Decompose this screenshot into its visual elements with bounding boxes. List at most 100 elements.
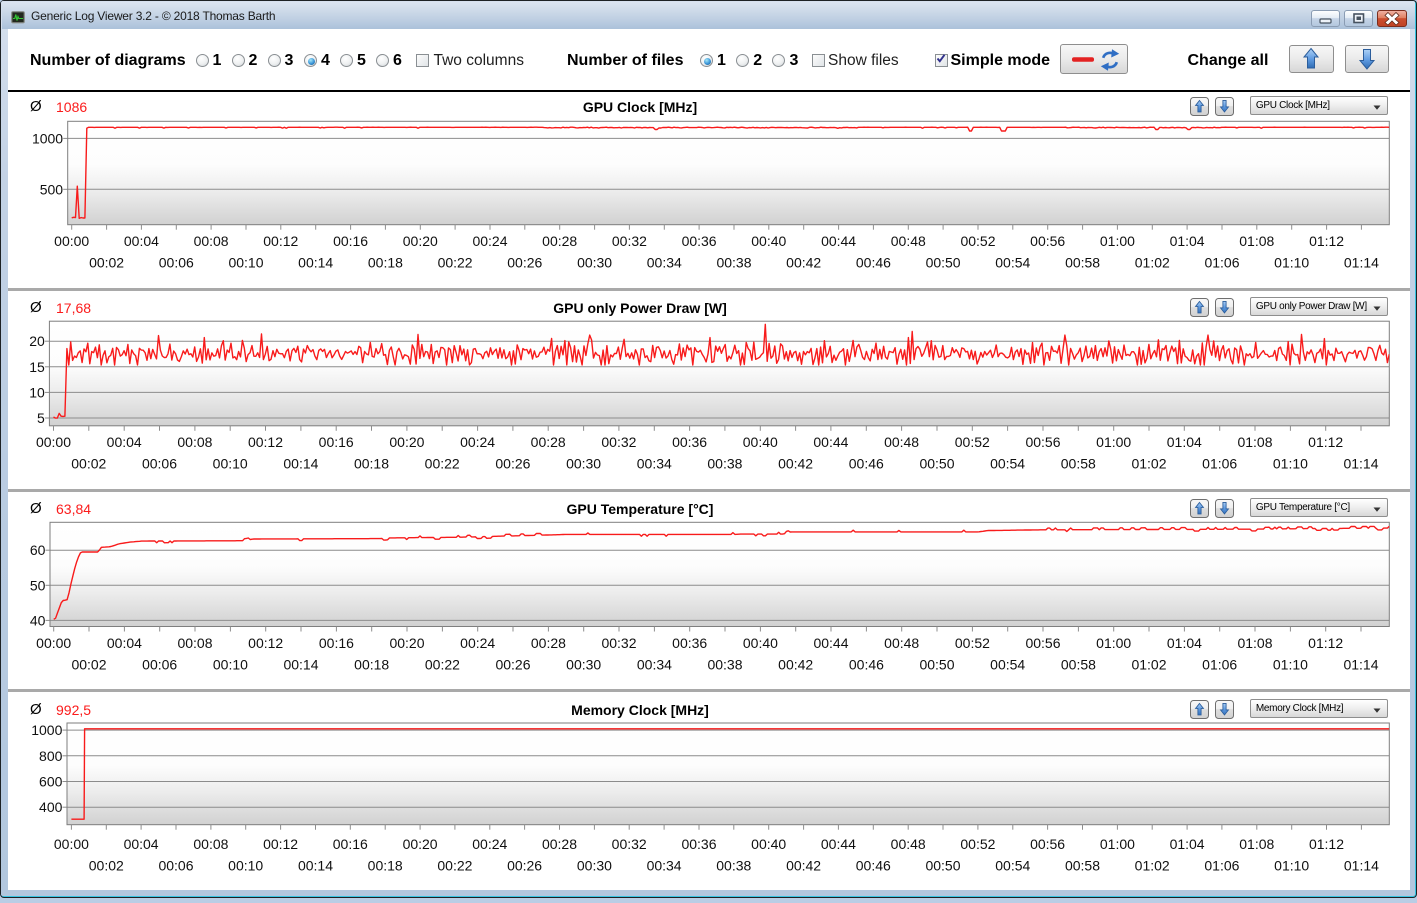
svg-text:60: 60 [30, 542, 46, 558]
svg-text:00:22: 00:22 [438, 255, 473, 271]
svg-text:01:04: 01:04 [1167, 635, 1202, 651]
svg-text:00:34: 00:34 [647, 255, 682, 271]
svg-text:01:02: 01:02 [1135, 858, 1170, 874]
svg-text:01:04: 01:04 [1170, 836, 1205, 852]
svg-text:00:06: 00:06 [142, 455, 177, 471]
svg-text:00:26: 00:26 [507, 255, 542, 271]
svg-text:00:54: 00:54 [995, 255, 1030, 271]
svg-text:01:06: 01:06 [1202, 455, 1237, 471]
svg-text:00:08: 00:08 [193, 836, 228, 852]
svg-text:01:08: 01:08 [1239, 233, 1274, 249]
svg-text:00:26: 00:26 [507, 858, 542, 874]
svg-text:00:30: 00:30 [566, 657, 601, 673]
svg-text:00:12: 00:12 [248, 434, 283, 450]
svg-text:00:00: 00:00 [54, 233, 89, 249]
svg-text:01:12: 01:12 [1309, 836, 1344, 852]
svg-text:00:16: 00:16 [319, 434, 354, 450]
svg-text:00:40: 00:40 [743, 434, 778, 450]
svg-text:00:44: 00:44 [813, 635, 848, 651]
svg-text:01:00: 01:00 [1100, 836, 1135, 852]
svg-text:01:00: 01:00 [1096, 635, 1131, 651]
svg-text:00:58: 00:58 [1061, 657, 1096, 673]
svg-text:00:32: 00:32 [601, 635, 636, 651]
svg-text:00:24: 00:24 [472, 836, 507, 852]
svg-text:00:12: 00:12 [263, 233, 298, 249]
svg-text:00:14: 00:14 [298, 255, 333, 271]
svg-text:00:26: 00:26 [495, 455, 530, 471]
svg-text:00:08: 00:08 [177, 434, 212, 450]
svg-text:00:46: 00:46 [856, 255, 891, 271]
svg-text:00:16: 00:16 [333, 233, 368, 249]
svg-text:00:44: 00:44 [813, 434, 848, 450]
svg-text:00:10: 00:10 [213, 657, 248, 673]
svg-text:00:30: 00:30 [577, 255, 612, 271]
svg-text:00:40: 00:40 [743, 635, 778, 651]
svg-text:00:48: 00:48 [884, 635, 919, 651]
svg-text:00:56: 00:56 [1025, 434, 1060, 450]
svg-text:00:36: 00:36 [682, 233, 717, 249]
svg-text:00:32: 00:32 [612, 836, 647, 852]
svg-text:01:08: 01:08 [1237, 635, 1272, 651]
svg-text:40: 40 [30, 612, 46, 628]
svg-text:00:34: 00:34 [637, 455, 672, 471]
svg-text:00:04: 00:04 [124, 233, 159, 249]
svg-text:00:00: 00:00 [36, 635, 71, 651]
svg-text:00:38: 00:38 [716, 858, 751, 874]
svg-text:00:52: 00:52 [960, 233, 995, 249]
svg-text:00:48: 00:48 [884, 434, 919, 450]
svg-text:00:38: 00:38 [716, 255, 751, 271]
svg-text:400: 400 [39, 799, 63, 815]
svg-text:00:44: 00:44 [821, 233, 856, 249]
svg-text:00:14: 00:14 [283, 455, 318, 471]
svg-text:01:02: 01:02 [1131, 657, 1166, 673]
svg-text:00:30: 00:30 [566, 455, 601, 471]
svg-text:00:52: 00:52 [955, 434, 990, 450]
svg-text:00:46: 00:46 [856, 858, 891, 874]
svg-text:00:24: 00:24 [472, 233, 507, 249]
svg-text:01:08: 01:08 [1239, 836, 1274, 852]
svg-text:00:18: 00:18 [368, 255, 403, 271]
svg-text:1000: 1000 [31, 722, 62, 738]
svg-text:01:04: 01:04 [1170, 233, 1205, 249]
svg-text:01:00: 01:00 [1096, 434, 1131, 450]
svg-text:00:26: 00:26 [495, 657, 530, 673]
svg-text:01:10: 01:10 [1273, 657, 1308, 673]
svg-text:00:46: 00:46 [849, 455, 884, 471]
svg-text:00:22: 00:22 [437, 858, 472, 874]
svg-text:00:02: 00:02 [71, 455, 106, 471]
svg-text:00:00: 00:00 [54, 836, 89, 852]
svg-text:00:10: 00:10 [213, 455, 248, 471]
svg-text:00:50: 00:50 [919, 657, 954, 673]
svg-text:00:54: 00:54 [995, 858, 1030, 874]
svg-text:00:30: 00:30 [577, 858, 612, 874]
svg-text:00:32: 00:32 [601, 434, 636, 450]
svg-text:00:58: 00:58 [1065, 858, 1100, 874]
svg-text:00:22: 00:22 [425, 657, 460, 673]
svg-text:01:10: 01:10 [1274, 255, 1309, 271]
svg-text:00:36: 00:36 [681, 836, 716, 852]
svg-text:00:58: 00:58 [1061, 455, 1096, 471]
svg-text:50: 50 [30, 577, 46, 593]
svg-text:00:06: 00:06 [159, 255, 194, 271]
svg-text:00:24: 00:24 [460, 635, 495, 651]
svg-text:00:20: 00:20 [403, 233, 438, 249]
svg-text:00:34: 00:34 [647, 858, 682, 874]
svg-text:00:38: 00:38 [707, 657, 742, 673]
svg-text:00:08: 00:08 [194, 233, 229, 249]
svg-text:00:50: 00:50 [925, 858, 960, 874]
svg-text:20: 20 [29, 333, 45, 349]
svg-text:00:56: 00:56 [1030, 836, 1065, 852]
svg-text:00:52: 00:52 [960, 836, 995, 852]
svg-text:00:04: 00:04 [124, 836, 159, 852]
svg-text:00:18: 00:18 [354, 455, 389, 471]
svg-text:01:14: 01:14 [1344, 858, 1379, 874]
svg-text:5: 5 [37, 410, 45, 426]
svg-text:00:54: 00:54 [990, 455, 1025, 471]
svg-text:00:44: 00:44 [821, 836, 856, 852]
svg-text:00:34: 00:34 [637, 657, 672, 673]
svg-text:00:10: 00:10 [228, 255, 263, 271]
svg-text:01:14: 01:14 [1343, 657, 1378, 673]
svg-text:00:08: 00:08 [177, 635, 212, 651]
svg-text:01:06: 01:06 [1202, 657, 1237, 673]
svg-text:00:42: 00:42 [786, 858, 821, 874]
